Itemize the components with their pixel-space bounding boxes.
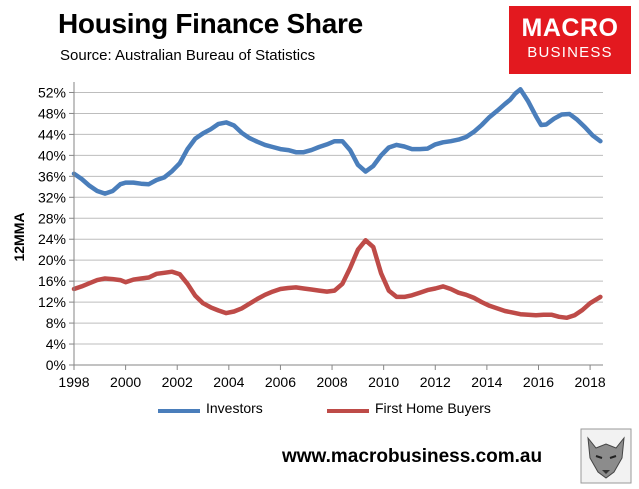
y-tick-label: 4% xyxy=(46,336,66,352)
chart-subtitle: Source: Australian Bureau of Statistics xyxy=(60,47,316,64)
x-tick-label: 1998 xyxy=(58,374,89,390)
y-tick-label: 28% xyxy=(38,210,66,226)
wolf-icon xyxy=(580,428,632,484)
y-tick-label: 0% xyxy=(46,357,66,373)
y-tick-label: 48% xyxy=(38,105,66,121)
website-link[interactable]: www.macrobusiness.com.au xyxy=(282,446,543,467)
y-tick-label: 24% xyxy=(38,231,66,247)
x-tick-label: 2000 xyxy=(110,374,141,390)
logo-line-2: BUSINESS xyxy=(527,44,613,61)
series-line-investors xyxy=(71,87,603,196)
x-tick-label: 2018 xyxy=(575,374,606,390)
y-tick-label: 20% xyxy=(38,252,66,268)
x-tick-label: 2004 xyxy=(213,374,244,390)
x-tick-label: 2010 xyxy=(368,374,399,390)
x-tick-label: 2016 xyxy=(523,374,554,390)
series-lines xyxy=(71,87,603,321)
y-tick-label: 32% xyxy=(38,189,66,205)
legend-swatch-first-home-buyers xyxy=(327,409,369,413)
legend-label-investors: Investors xyxy=(206,400,263,416)
x-tick-label: 2014 xyxy=(471,374,502,390)
gridlines xyxy=(69,91,603,370)
y-tick-labels: 0% 4% 8% 12% 16% 20% 24% 28% 32% 36% 40% 44% 48% 52% xyxy=(38,84,66,373)
line-chart: 0%4%8%12%16%20%24%28%32%36%40%44%48%52% … xyxy=(38,82,606,390)
series-line-first-home-buyers xyxy=(71,238,603,321)
y-tick-label: 52% xyxy=(38,84,66,100)
y-tick-label: 12% xyxy=(38,294,66,310)
chart-title: Housing Finance Share xyxy=(58,8,363,39)
x-tick-label: 2002 xyxy=(162,374,193,390)
y-tick-label: 16% xyxy=(38,273,66,289)
x-tick-label: 2008 xyxy=(316,374,347,390)
y-tick-label: 8% xyxy=(46,315,66,331)
x-tick-label: 2012 xyxy=(420,374,451,390)
x-tick-labels: 1998 2000 2002 2004 2006 2008 2010 2012 2014 2016… xyxy=(58,374,605,390)
logo-line-1: MACRO xyxy=(521,14,619,42)
x-tick-label: 2006 xyxy=(265,374,296,390)
macro-business-logo[interactable]: MACRO BUSINESS xyxy=(509,6,631,74)
y-tick-label: 44% xyxy=(38,126,66,142)
legend-swatch-investors xyxy=(158,409,200,413)
y-tick-label: 36% xyxy=(38,168,66,184)
legend-label-first-home-buyers: First Home Buyers xyxy=(375,400,491,416)
y-tick-label: 40% xyxy=(38,147,66,163)
